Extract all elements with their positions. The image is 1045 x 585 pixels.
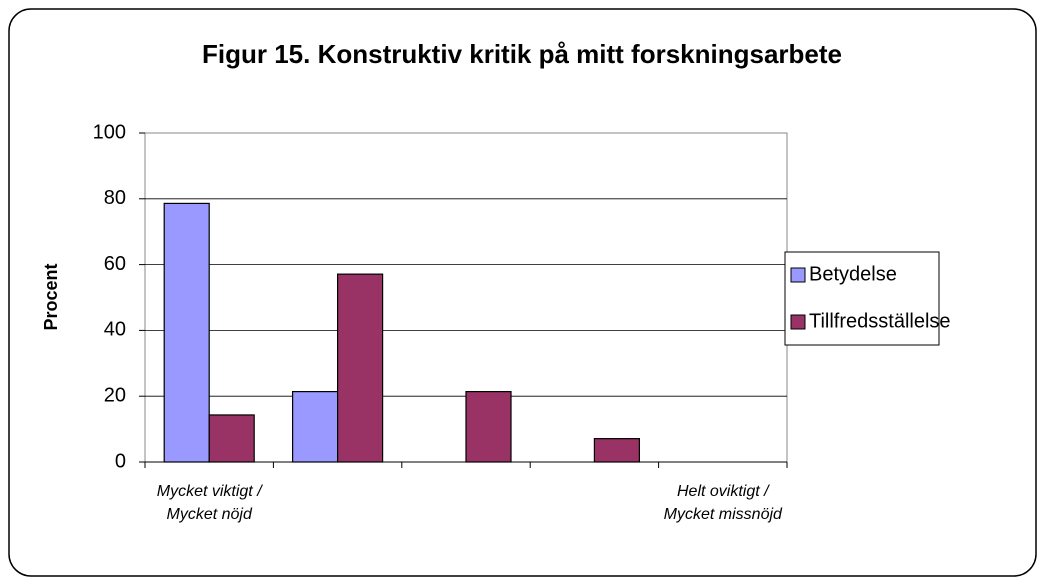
y-tick-label: 100: [93, 121, 126, 143]
bar: [465, 390, 512, 463]
x-tick-label: Helt oviktigt / Mycket missnöjd: [663, 483, 782, 523]
bar: [593, 438, 641, 463]
y-axis-label: Procent: [41, 263, 61, 330]
legend-box: [784, 251, 940, 346]
legend-swatch: [790, 314, 806, 330]
y-tick-label: 20: [104, 384, 126, 406]
legend-swatch: [790, 267, 806, 283]
y-tick-label: 0: [115, 450, 126, 472]
y-tick-label: 80: [104, 187, 126, 209]
y-tick-label: 60: [104, 253, 126, 275]
bar: [208, 414, 255, 463]
legend-label: Tillfredsställelse: [809, 310, 951, 332]
y-tick-label: 40: [104, 319, 126, 341]
legend-label: Betydelse: [809, 263, 897, 285]
bar: [337, 273, 384, 463]
frame: [8, 8, 1037, 577]
chart-title: Figur 15. Konstruktiv kritik på mitt for…: [202, 39, 842, 69]
x-tick-label: Mycket viktigt / Mycket nöjd: [156, 483, 262, 523]
bar: [292, 390, 339, 463]
bar: [163, 202, 210, 463]
